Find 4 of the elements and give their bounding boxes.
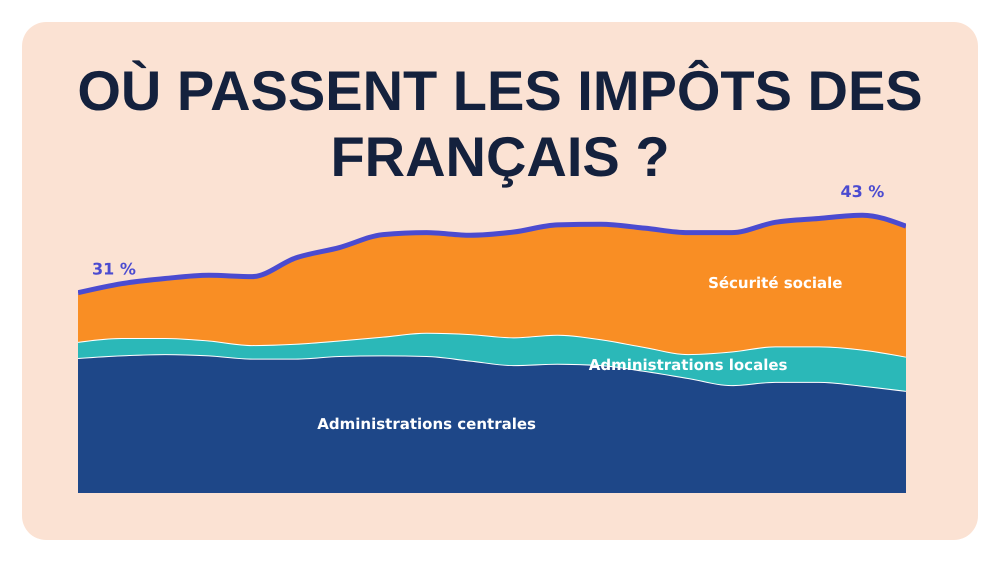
data-label: 31 %: [92, 260, 136, 279]
series-label: Sécurité sociale: [707, 274, 844, 292]
series-label: Administrations centrales: [316, 414, 537, 433]
series-label: Administrations locales: [588, 356, 788, 374]
